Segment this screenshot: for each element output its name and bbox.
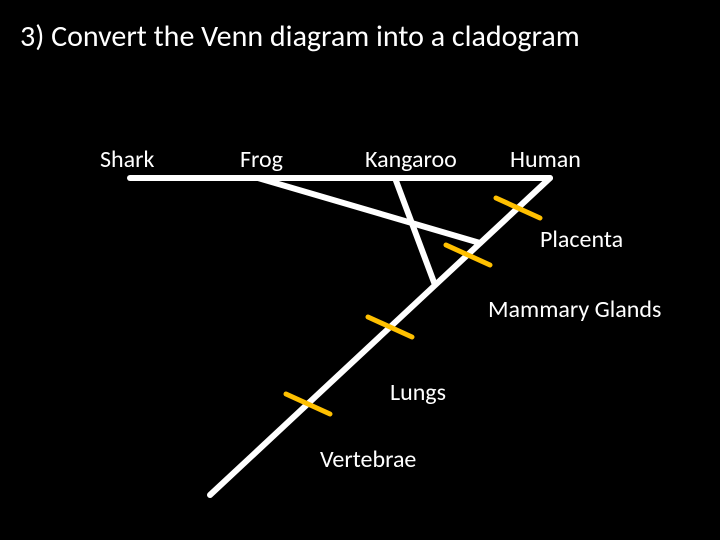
trait-lungs: Lungs (390, 378, 446, 407)
trait-placenta: Placenta (540, 225, 623, 254)
slide-stage: 3) Convert the Venn diagram into a clado… (0, 0, 720, 540)
trait-vertebrae: Vertebrae (320, 445, 416, 474)
trait-mammary-glands: Mammary Glands (488, 295, 661, 324)
taxon-shark: Shark (100, 145, 154, 174)
taxon-human: Human (510, 145, 581, 174)
trait-tick-3 (286, 394, 330, 414)
cladogram-branch-1 (258, 178, 480, 243)
taxon-frog: Frog (240, 145, 283, 174)
cladogram-branch-2 (395, 178, 435, 285)
trait-tick-0 (496, 198, 540, 218)
trait-tick-1 (446, 245, 490, 265)
trait-tick-2 (368, 317, 412, 337)
taxon-kangaroo: Kangaroo (365, 145, 457, 174)
